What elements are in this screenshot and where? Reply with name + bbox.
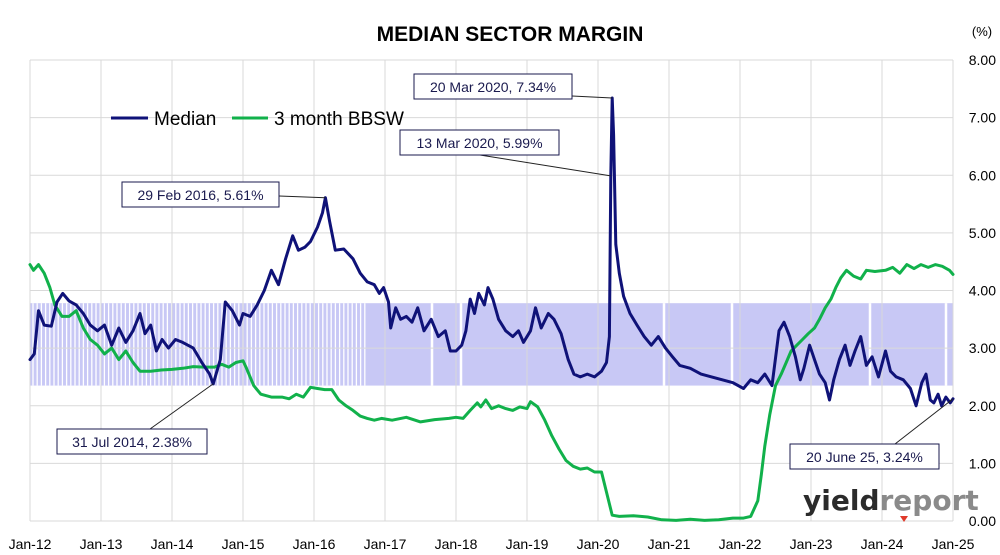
x-tick-label: Jan-25 [932,536,975,552]
y-tick-label: 8.00 [969,52,996,68]
annotation-layer: 20 Mar 2020, 7.34% 13 Mar 2020, 5.99% 29 F… [56,73,954,470]
annotation-text: 31 Jul 2014, 2.38% [72,434,192,450]
y-tick-label: 2.00 [969,398,996,414]
spread-band [30,303,953,386]
x-tick-label: Jan-19 [506,536,549,552]
annotation: 13 Mar 2020, 5.99% [399,129,611,177]
x-tick-label: Jan-17 [364,536,407,552]
annotation-text: 29 Feb 2016, 5.61% [137,187,263,203]
y-tick-label: 1.00 [969,455,996,471]
logo-triangle-icon [900,516,908,522]
x-tick-label: Jan-18 [435,536,478,552]
y-tick-label: 0.00 [969,513,996,529]
grid-layer [29,59,954,522]
annotation-leader [149,383,214,430]
annotation-leader [571,95,613,99]
x-tick-label: Jan-16 [293,536,336,552]
x-tick-label: Jan-12 [9,536,52,552]
annotation: 20 Mar 2020, 7.34% [413,73,613,100]
x-tick-label: Jan-20 [577,536,620,552]
x-tick-label: Jan-13 [80,536,123,552]
annotation: 29 Feb 2016, 5.61% [121,181,326,208]
annotation-leader [278,195,326,199]
x-tick-label: Jan-14 [151,536,194,552]
logo-text: yieldreport [803,484,979,517]
x-tick-label: Jan-22 [719,536,762,552]
yieldreport-logo: yieldreport [803,484,979,522]
x-tick-label: Jan-15 [222,536,265,552]
band-layer [30,303,953,386]
y-unit-label: (%) [972,24,992,39]
annotation: 20 June 25, 3.24% [789,398,954,470]
legend-median-label: Median [154,109,216,130]
annotation-leader [479,154,611,177]
bbsw-line [28,263,955,522]
y-tick-label: 7.00 [969,110,996,126]
annotation-text: 13 Mar 2020, 5.99% [416,135,542,151]
x-tick-label: Jan-23 [790,536,833,552]
y-axis-ticks: 0.00 1.00 2.00 3.00 4.00 5.00 6.00 7.00 8.00 [969,52,996,529]
annotation-box [789,443,940,470]
annotation-text: 20 Mar 2020, 7.34% [430,79,556,95]
x-axis-ticks: Jan-12 Jan-13 Jan-14 Jan-15 Jan-16 Jan-17 Jan-… [9,536,975,552]
annotation-box [413,73,573,100]
legend-bbsw-label: 3 month BBSW [274,109,404,130]
series-layer [28,96,955,522]
x-tick-label: Jan-24 [861,536,904,552]
y-tick-label: 3.00 [969,340,996,356]
y-tick-label: 5.00 [969,225,996,241]
annotation-leader [894,398,954,445]
legend: Median 3 month BBSW [111,109,404,130]
median-line [28,96,955,408]
annotation-text: 20 June 25, 3.24% [806,449,923,465]
annotation-box [121,181,280,208]
y-tick-label: 4.00 [969,283,996,299]
y-tick-label: 6.00 [969,167,996,183]
annotation-box [399,129,560,156]
annotation-box [56,428,208,455]
x-tick-label: Jan-21 [648,536,691,552]
chart-title: MEDIAN SECTOR MARGIN [377,23,644,46]
annotation: 31 Jul 2014, 2.38% [56,383,214,455]
